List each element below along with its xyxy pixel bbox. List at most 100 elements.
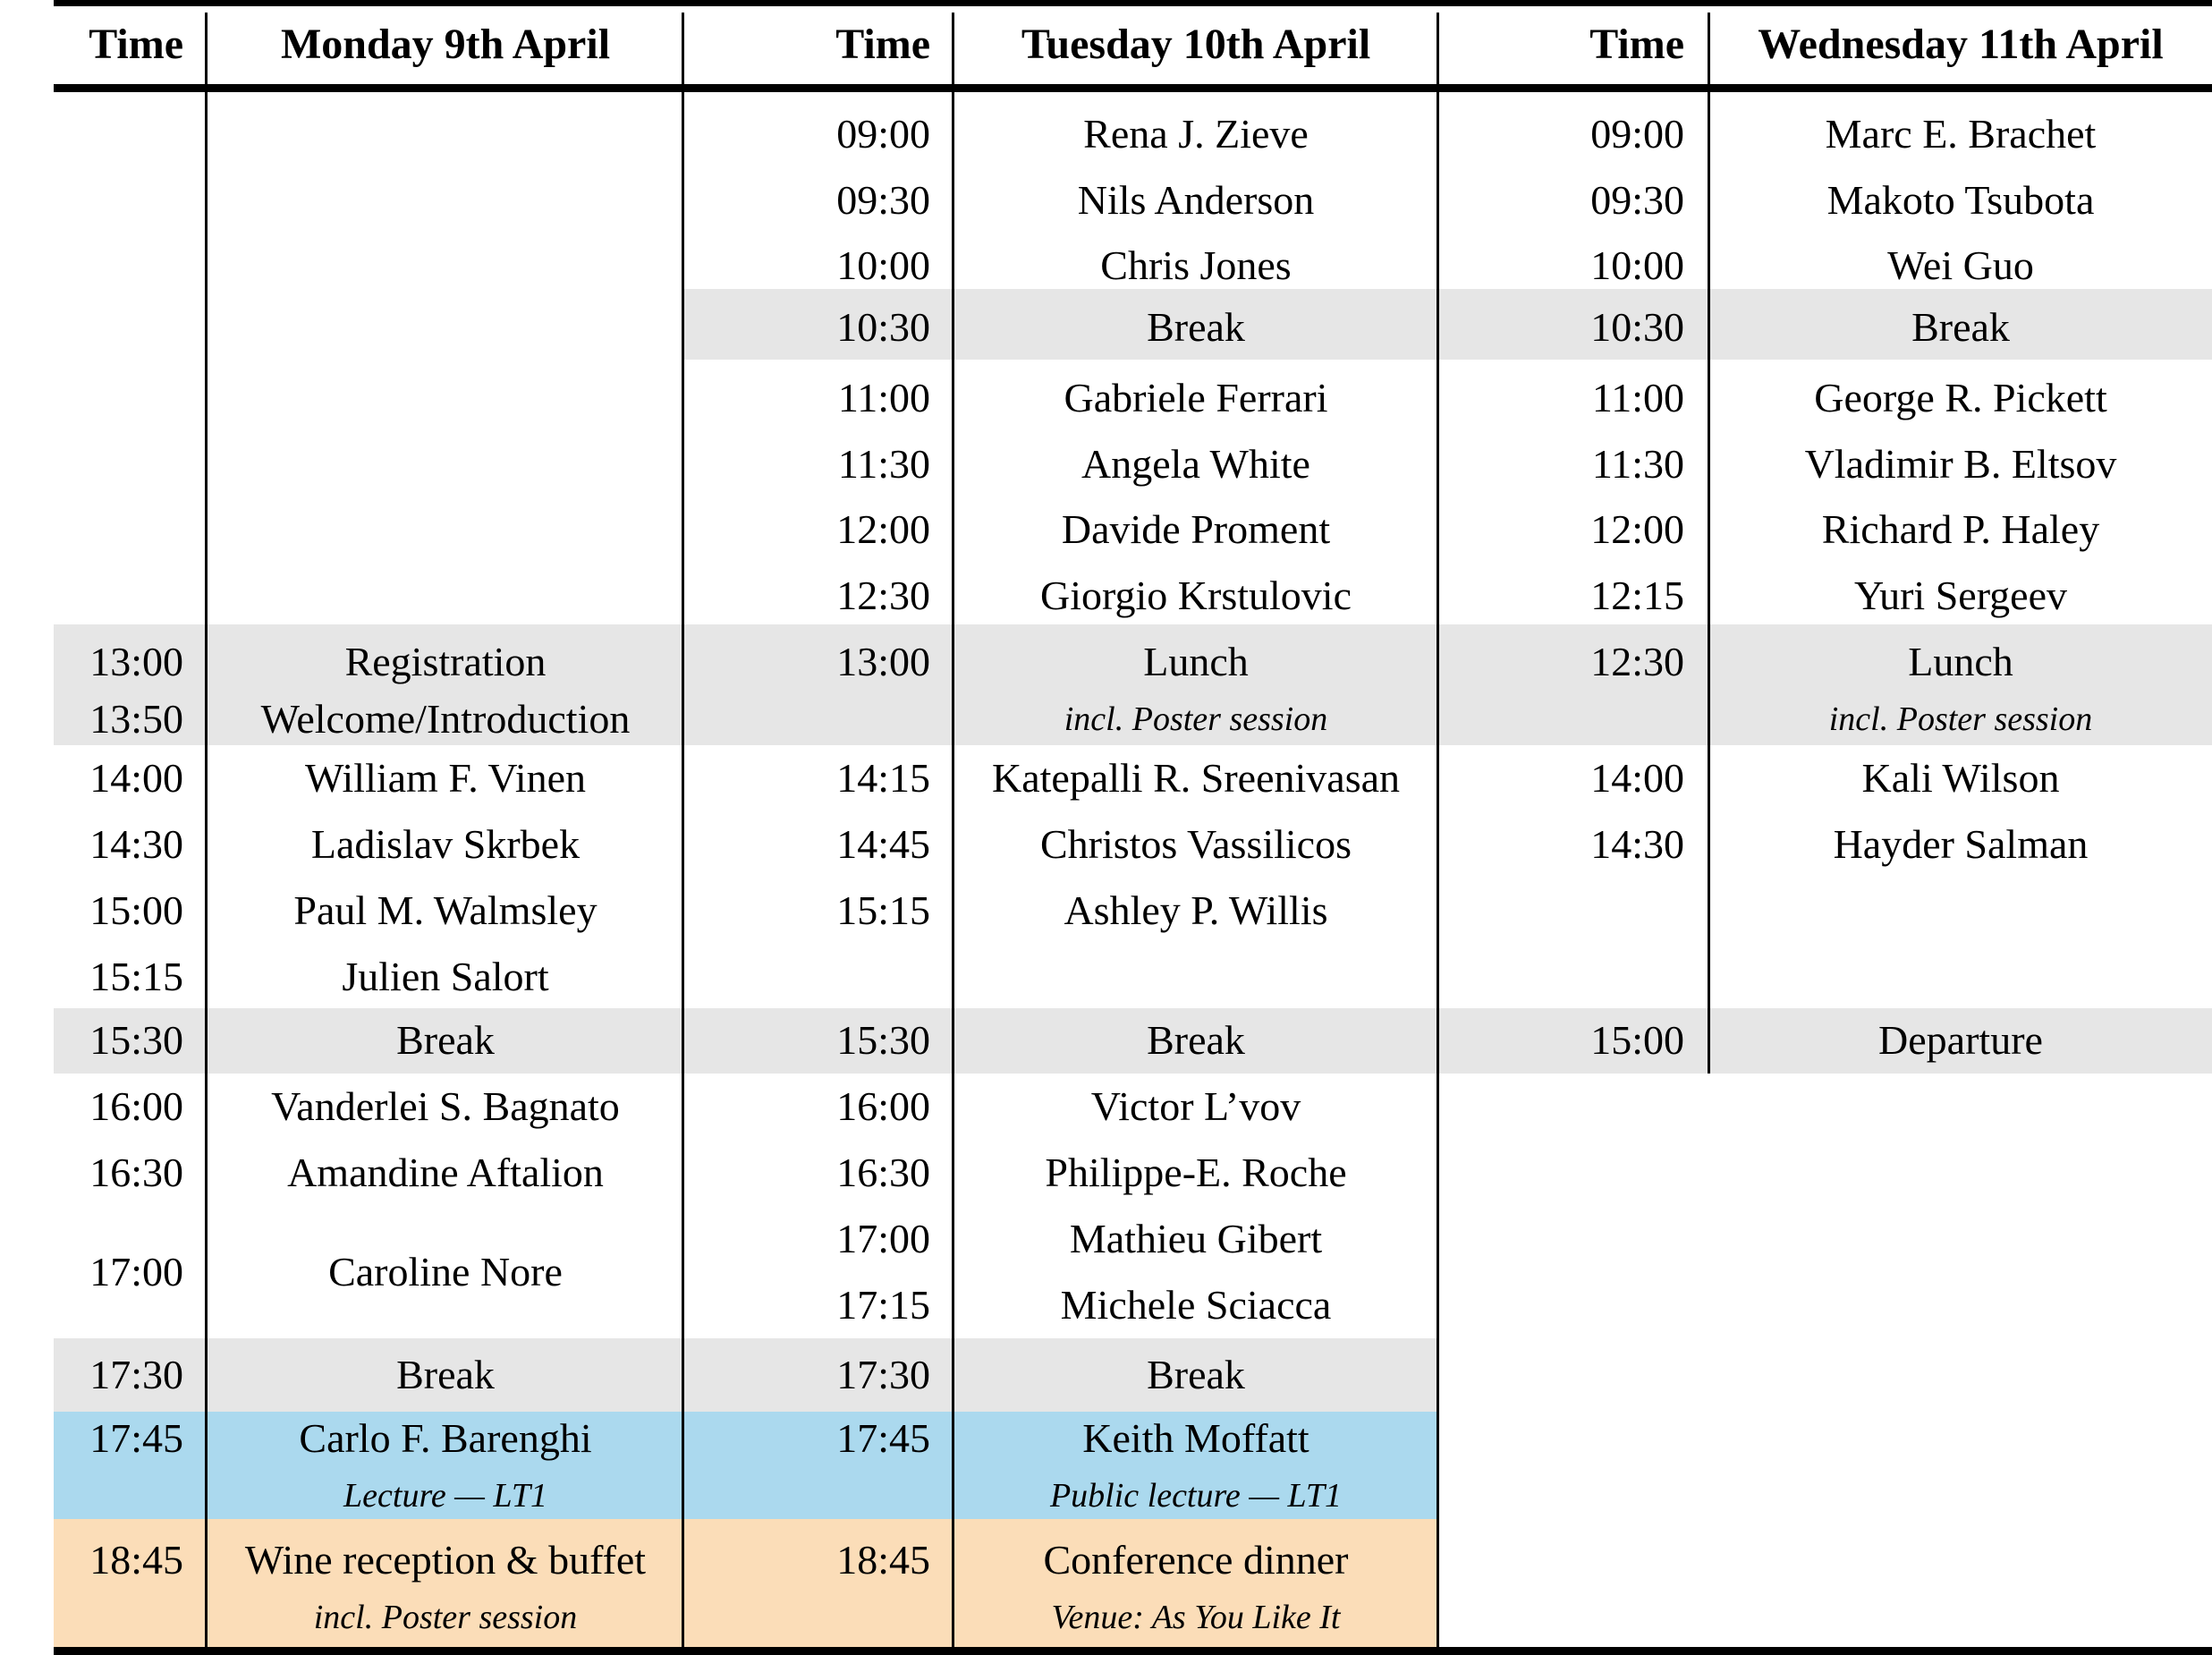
- talk-time: 14:00: [1590, 755, 1684, 801]
- header-time-label-2: Time: [835, 21, 930, 68]
- talk-speaker: Paul M. Walmsley: [293, 887, 597, 933]
- break-time: 15:30: [836, 1017, 930, 1063]
- talk-time: 10:00: [836, 242, 930, 288]
- talk-time: 12:00: [836, 506, 930, 552]
- talk-speaker: Ashley P. Willis: [1064, 887, 1328, 933]
- talk-time: 14:15: [836, 755, 930, 801]
- break-departure-band: [54, 1008, 2212, 1074]
- talk-speaker: Gabriele Ferrari: [1064, 375, 1328, 420]
- lunch-label: Lunch: [1143, 639, 1249, 684]
- column-divider: [952, 13, 954, 1647]
- talk-time: 17:00: [836, 1216, 930, 1261]
- talk-speaker: Caroline Nore: [328, 1249, 563, 1294]
- talk-speaker: Richard P. Haley: [1821, 506, 2100, 552]
- column-divider: [682, 13, 684, 1647]
- talk-time: 14:00: [89, 755, 183, 801]
- lunch-note: incl. Poster session: [1064, 700, 1328, 738]
- talk-time: 12:30: [836, 573, 930, 618]
- talk-speaker: Christos Vassilicos: [1039, 821, 1352, 867]
- talk-time: 16:00: [836, 1083, 930, 1129]
- talk-speaker: Kali Wilson: [1861, 755, 2060, 801]
- talk-speaker: George R. Pickett: [1814, 375, 2107, 420]
- break-time: 10:30: [836, 304, 930, 350]
- header-day-monday: Monday 9th April: [280, 21, 611, 68]
- talk-speaker: Victor L’vov: [1090, 1083, 1301, 1129]
- top-rule: [54, 0, 2212, 6]
- break-label: Break: [1147, 1352, 1245, 1397]
- break-label: Break: [396, 1352, 495, 1397]
- talk-speaker: Hayder Salman: [1833, 821, 2089, 867]
- welcome-time: 13:50: [89, 696, 183, 742]
- break-time: 10:30: [1590, 304, 1684, 350]
- talk-time: 11:00: [837, 375, 930, 420]
- header-day-tuesday: Tuesday 10th April: [1021, 21, 1371, 68]
- evening-label: Wine reception & buffet: [244, 1537, 647, 1583]
- talk-time: 12:15: [1590, 573, 1684, 618]
- departure-time: 15:00: [1590, 1017, 1684, 1063]
- talk-time: 17:15: [836, 1282, 930, 1328]
- bottom-rule: [54, 1647, 2212, 1655]
- lecture-time: 17:45: [89, 1415, 183, 1461]
- talk-speaker: Vanderlei S. Bagnato: [271, 1083, 620, 1129]
- lunch-note: incl. Poster session: [1828, 700, 2093, 738]
- talk-speaker: Vladimir B. Eltsov: [1804, 441, 2117, 487]
- lunch-label: Lunch: [1908, 639, 2013, 684]
- talk-time: 11:00: [1591, 375, 1684, 420]
- departure-label: Departure: [1878, 1017, 2043, 1063]
- registration-time: 13:00: [89, 639, 183, 684]
- talk-time: 09:00: [836, 111, 930, 157]
- talk-speaker: Angela White: [1081, 441, 1310, 487]
- talk-time: 16:00: [89, 1083, 183, 1129]
- talk-speaker: Ladislav Skrbek: [310, 821, 581, 867]
- lecture-note: Lecture — LT1: [343, 1477, 547, 1515]
- break-label: Break: [396, 1017, 495, 1063]
- break-time: 15:30: [89, 1017, 183, 1063]
- talk-speaker: Mathieu Gibert: [1069, 1216, 1323, 1261]
- header-day-wednesday: Wednesday 11th April: [1758, 21, 2164, 68]
- column-divider: [1437, 13, 1439, 1647]
- break-band-morning: [682, 289, 2212, 360]
- talk-speaker: Amandine Aftalion: [287, 1150, 604, 1195]
- break-label: Break: [1911, 304, 2010, 350]
- talk-time: 09:30: [1590, 177, 1684, 223]
- talk-speaker: Michele Sciacca: [1060, 1282, 1332, 1328]
- break-time: 17:30: [89, 1352, 183, 1397]
- talk-time: 17:00: [89, 1249, 183, 1294]
- registration-label: Registration: [344, 639, 547, 684]
- break-time: 17:30: [836, 1352, 930, 1397]
- talk-speaker: Wei Guo: [1887, 242, 2034, 288]
- talk-time: 15:15: [836, 887, 930, 933]
- evening-event-band: [54, 1519, 1438, 1647]
- lecture-band: [54, 1412, 1438, 1519]
- header-rule: [54, 84, 2212, 92]
- evening-label: Conference dinner: [1043, 1537, 1349, 1583]
- header-time-label-3b: Time: [1589, 21, 1684, 68]
- lecture-speaker: Carlo F. Barenghi: [299, 1415, 592, 1461]
- talk-time: 12:00: [1590, 506, 1684, 552]
- evening-time: 18:45: [836, 1537, 930, 1583]
- lecture-speaker: Keith Moffatt: [1082, 1415, 1309, 1461]
- talk-speaker: Marc E. Brachet: [1825, 111, 2097, 157]
- lunch-time: 13:00: [836, 639, 930, 684]
- talk-speaker: Julien Salort: [342, 954, 549, 999]
- talk-time: 10:00: [1590, 242, 1684, 288]
- evening-note: incl. Poster session: [313, 1599, 578, 1636]
- talk-speaker: Chris Jones: [1100, 242, 1292, 288]
- lunch-registration-band: [54, 624, 2212, 745]
- talk-speaker: Makoto Tsubota: [1826, 177, 2095, 223]
- evening-note: Venue: As You Like It: [1051, 1599, 1341, 1636]
- talk-speaker: Katepalli R. Sreenivasan: [991, 755, 1401, 801]
- talk-speaker: William F. Vinen: [304, 755, 587, 801]
- lecture-note: Public lecture — LT1: [1049, 1477, 1343, 1515]
- break-band-evening: [54, 1338, 1438, 1412]
- talk-time: 14:45: [836, 821, 930, 867]
- break-label: Break: [1147, 304, 1245, 350]
- talk-time: 15:15: [89, 954, 183, 999]
- talk-time: 11:30: [837, 441, 930, 487]
- lunch-time: 12:30: [1590, 639, 1684, 684]
- talk-speaker: Rena J. Zieve: [1083, 111, 1309, 157]
- talk-speaker: Giorgio Krstulovic: [1040, 573, 1352, 618]
- evening-time: 18:45: [89, 1537, 183, 1583]
- talk-time: 16:30: [89, 1150, 183, 1195]
